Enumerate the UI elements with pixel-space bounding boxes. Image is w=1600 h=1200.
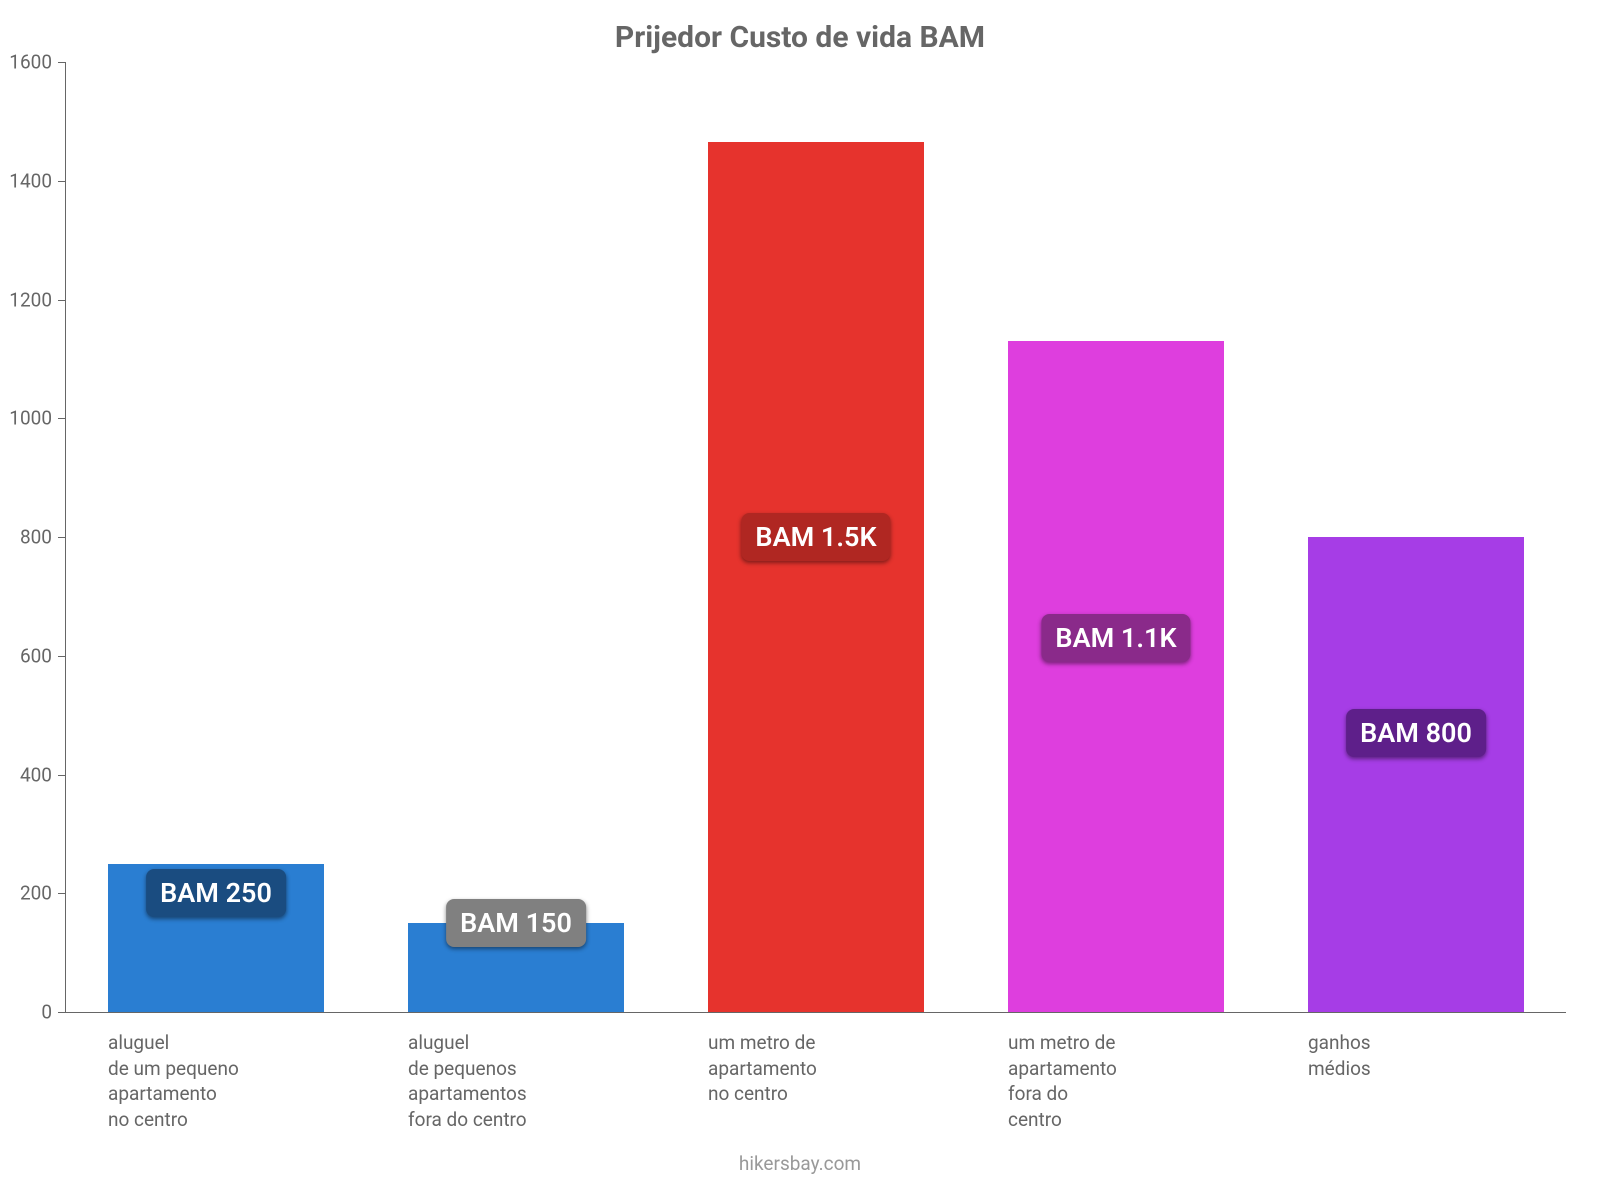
y-tick-label: 1000 bbox=[9, 407, 66, 430]
y-tick-label: 1400 bbox=[9, 169, 66, 192]
y-tick-label: 600 bbox=[20, 644, 66, 667]
chart-footer: hikersbay.com bbox=[0, 1152, 1600, 1175]
bar bbox=[708, 142, 924, 1012]
bar-value-label: BAM 1.5K bbox=[741, 513, 890, 561]
bars-layer: BAM 250 BAM 150 BAM 1.5K BAM 1.1K BAM 800 bbox=[66, 62, 1566, 1012]
x-axis-category-label: um metro de apartamento no centro bbox=[708, 1030, 924, 1107]
y-tick-label: 400 bbox=[20, 763, 66, 786]
bar-value-label: BAM 150 bbox=[446, 899, 586, 947]
chart-container: Prijedor Custo de vida BAM 0200400600800… bbox=[0, 0, 1600, 1200]
bar bbox=[1008, 341, 1224, 1012]
bar-value-label: BAM 250 bbox=[146, 869, 286, 917]
y-tick-label: 800 bbox=[20, 526, 66, 549]
bar-value-label: BAM 1.1K bbox=[1041, 614, 1190, 662]
y-tick-label: 1600 bbox=[9, 51, 66, 74]
bar bbox=[1308, 537, 1524, 1012]
y-tick-label: 0 bbox=[41, 1001, 66, 1024]
y-tick-label: 200 bbox=[20, 882, 66, 905]
chart-title: Prijedor Custo de vida BAM bbox=[0, 20, 1600, 55]
x-axis-category-label: ganhos médios bbox=[1308, 1030, 1524, 1081]
x-axis-category-label: aluguel de um pequeno apartamento no cen… bbox=[108, 1030, 324, 1133]
plot-area: 02004006008001000120014001600 BAM 250BAM… bbox=[65, 62, 1566, 1013]
bar-value-label: BAM 800 bbox=[1346, 709, 1486, 757]
x-axis-category-label: aluguel de pequenos apartamentos fora do… bbox=[408, 1030, 624, 1133]
x-axis-category-label: um metro de apartamento fora do centro bbox=[1008, 1030, 1224, 1133]
y-tick-label: 1200 bbox=[9, 288, 66, 311]
